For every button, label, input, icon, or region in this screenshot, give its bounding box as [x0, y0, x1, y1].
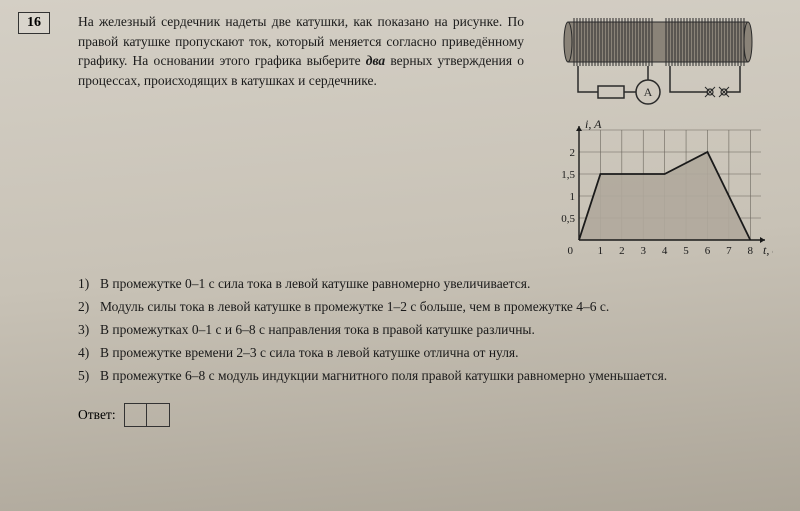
answer-label: Ответ:	[78, 407, 116, 423]
svg-text:3: 3	[640, 245, 646, 257]
option-number: 5)	[78, 366, 100, 387]
svg-text:4: 4	[662, 245, 668, 257]
answer-box-2[interactable]	[147, 404, 169, 426]
option-row: 4)В промежутке времени 2–3 с сила тока в…	[78, 343, 778, 364]
svg-text:8: 8	[748, 245, 754, 257]
option-number: 2)	[78, 297, 100, 318]
option-text: В промежутке 6–8 с модуль индукции магни…	[100, 366, 778, 387]
option-number: 3)	[78, 320, 100, 341]
figures: A 0,5 1 1,5 2 1 2 3 4 5 6 7 8 0 i, A t, c	[538, 12, 778, 266]
intro-text: На железный сердечник надеты две катушки…	[78, 12, 528, 266]
svg-text:A: A	[644, 85, 653, 99]
svg-text:7: 7	[726, 245, 732, 257]
svg-text:0,5: 0,5	[561, 213, 575, 225]
svg-text:1: 1	[598, 245, 604, 257]
answer-boxes[interactable]	[124, 403, 170, 427]
option-row: 1)В промежутке 0–1 с сила тока в левой к…	[78, 274, 778, 295]
problem-number: 16	[27, 15, 41, 30]
svg-text:0: 0	[568, 245, 574, 257]
svg-text:1,5: 1,5	[561, 169, 575, 181]
problem-top: На железный сердечник надеты две катушки…	[78, 12, 778, 266]
answer-box-1[interactable]	[125, 404, 147, 426]
problem-number-box: 16	[18, 12, 50, 34]
options-list: 1)В промежутке 0–1 с сила тока в левой к…	[78, 274, 778, 387]
svg-text:2: 2	[619, 245, 625, 257]
option-row: 3)В промежутках 0–1 с и 6–8 с направлени…	[78, 320, 778, 341]
svg-text:6: 6	[705, 245, 711, 257]
option-number: 1)	[78, 274, 100, 295]
svg-text:i, A: i, A	[585, 117, 602, 131]
page: 16 На железный сердечник надеты две кату…	[0, 0, 800, 511]
option-text: В промежутке 0–1 с сила тока в левой кат…	[100, 274, 778, 295]
svg-text:2: 2	[570, 147, 576, 159]
coils-diagram: A	[548, 12, 768, 112]
svg-text:5: 5	[683, 245, 689, 257]
svg-text:t, c: t, c	[763, 243, 773, 257]
option-text: В промежутках 0–1 с и 6–8 с направления …	[100, 320, 778, 341]
option-text: В промежутке времени 2–3 с сила тока в л…	[100, 343, 778, 364]
option-row: 5)В промежутке 6–8 с модуль индукции маг…	[78, 366, 778, 387]
option-row: 2)Модуль силы тока в левой катушке в про…	[78, 297, 778, 318]
option-number: 4)	[78, 343, 100, 364]
svg-text:1: 1	[570, 191, 576, 203]
current-graph: 0,5 1 1,5 2 1 2 3 4 5 6 7 8 0 i, A t, c	[543, 116, 773, 266]
intro-em: два	[366, 53, 385, 68]
option-text: Модуль силы тока в левой катушке в проме…	[100, 297, 778, 318]
answer-row: Ответ:	[78, 403, 778, 427]
